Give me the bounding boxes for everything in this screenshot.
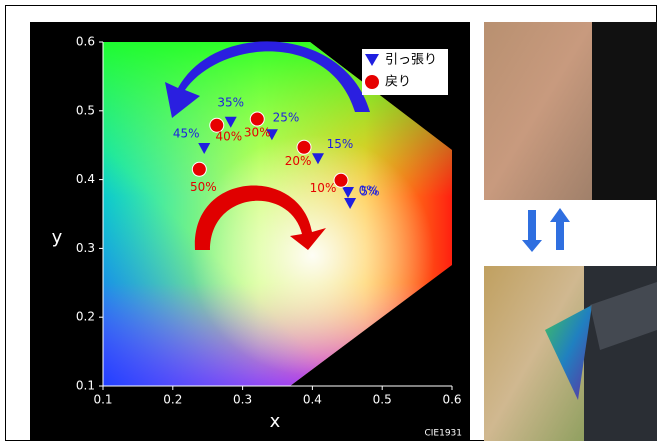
point-label: 5% — [360, 184, 379, 198]
photos — [484, 22, 657, 441]
point-label: 30% — [244, 126, 271, 140]
figure: 0.10.20.30.40.50.60.10.20.30.40.50.60%5%… — [0, 0, 662, 441]
point-label: 45% — [173, 126, 200, 140]
annotation: CIE1931 — [424, 429, 462, 439]
legend-label: 引っ張り — [385, 53, 437, 68]
y-tick-label: 0.3 — [76, 241, 95, 255]
x-tick-label: 0.5 — [373, 393, 392, 407]
x-tick-label: 0.4 — [303, 393, 322, 407]
point-label: 50% — [190, 180, 217, 194]
legend-marker — [365, 75, 379, 89]
point-label: 25% — [273, 111, 300, 125]
x-tick-label: 0.6 — [442, 393, 461, 407]
point-label: 10% — [310, 181, 337, 195]
data-point — [250, 112, 264, 126]
y-tick-label: 0.5 — [76, 103, 95, 117]
legend-label: 戻り — [385, 75, 411, 90]
x-tick-label: 0.2 — [163, 393, 182, 407]
x-tick-label: 0.3 — [233, 393, 252, 407]
y-tick-label: 0.6 — [76, 35, 95, 49]
data-point — [297, 140, 311, 154]
y-tick-label: 0.1 — [76, 379, 95, 393]
y-axis-label: y — [52, 227, 63, 248]
y-tick-label: 0.2 — [76, 310, 95, 324]
point-label: 35% — [217, 95, 244, 109]
x-tick-label: 0.1 — [93, 393, 112, 407]
y-tick-label: 0.4 — [76, 172, 95, 186]
x-axis-label: x — [270, 411, 281, 432]
data-point — [192, 162, 206, 176]
point-label: 40% — [215, 130, 242, 144]
point-label: 20% — [285, 154, 312, 168]
point-label: 15% — [327, 137, 354, 151]
